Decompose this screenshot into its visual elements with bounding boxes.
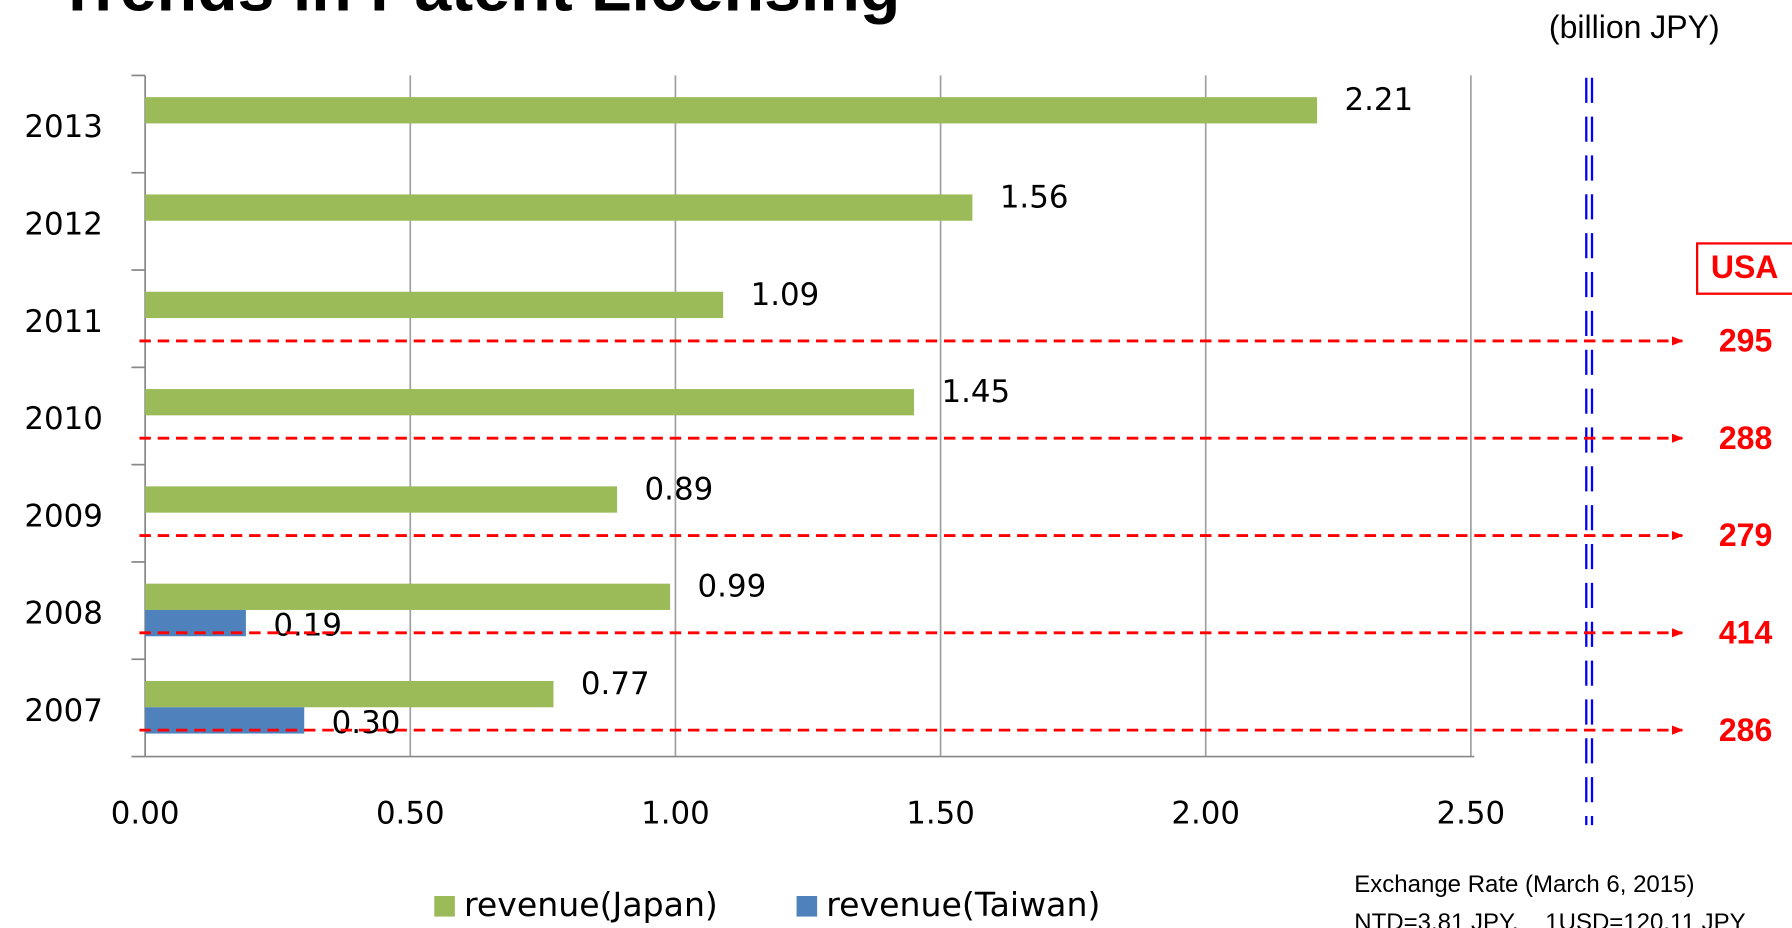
legend-swatch bbox=[434, 896, 455, 917]
legend-swatch bbox=[796, 896, 818, 917]
usa-value: 288 bbox=[1719, 420, 1772, 456]
usa-value: 279 bbox=[1719, 517, 1772, 553]
value-label: 0.19 bbox=[273, 608, 342, 644]
note: Exchange Rate (March 6, 2015) bbox=[1354, 871, 1694, 898]
usa-value: 414 bbox=[1719, 615, 1773, 651]
value-label: 0.99 bbox=[698, 569, 767, 605]
bar bbox=[145, 680, 554, 708]
y-tick-label: 2009 bbox=[24, 498, 102, 534]
x-tick-label: 0.50 bbox=[376, 795, 445, 831]
bar bbox=[145, 583, 671, 610]
value-label: 1.56 bbox=[1000, 180, 1069, 216]
chart-title: Trends in Patent Licensing bbox=[57, 0, 900, 26]
note: NTD=3.81 JPY, 1USD=120.11 JPY bbox=[1354, 909, 1745, 928]
legend-label: revenue(Taiwan) bbox=[826, 885, 1100, 924]
x-tick-label: 2.50 bbox=[1437, 795, 1506, 831]
usa-value: 295 bbox=[1719, 323, 1772, 359]
y-tick-label: 2008 bbox=[24, 596, 102, 632]
value-label: 1.09 bbox=[751, 277, 820, 313]
value-label: 0.77 bbox=[581, 666, 650, 702]
usa-label: USA bbox=[1711, 249, 1779, 285]
x-tick-label: 1.00 bbox=[641, 795, 710, 831]
usa-value: 286 bbox=[1719, 712, 1772, 748]
x-tick-label: 0.00 bbox=[111, 795, 180, 831]
y-tick-label: 2010 bbox=[24, 401, 102, 437]
y-tick-label: 2013 bbox=[24, 109, 102, 145]
legend-label: revenue(Japan) bbox=[464, 885, 718, 924]
usa-box bbox=[1696, 242, 1792, 295]
x-tick-label: 1.50 bbox=[906, 795, 975, 831]
bar bbox=[145, 97, 1318, 124]
bar bbox=[145, 486, 618, 513]
unit-label: (billion JPY) bbox=[1549, 9, 1720, 45]
y-tick-label: 2011 bbox=[24, 304, 102, 340]
bar bbox=[145, 389, 915, 416]
value-label: 0.89 bbox=[645, 471, 714, 507]
y-tick-label: 2007 bbox=[24, 693, 102, 729]
bar bbox=[145, 194, 973, 221]
value-label: 0.30 bbox=[332, 705, 401, 741]
bar bbox=[145, 291, 724, 319]
x-tick-label: 2.00 bbox=[1171, 795, 1240, 831]
value-label: 1.45 bbox=[941, 374, 1010, 410]
value-label: 2.21 bbox=[1345, 82, 1414, 118]
y-tick-label: 2012 bbox=[24, 206, 102, 242]
